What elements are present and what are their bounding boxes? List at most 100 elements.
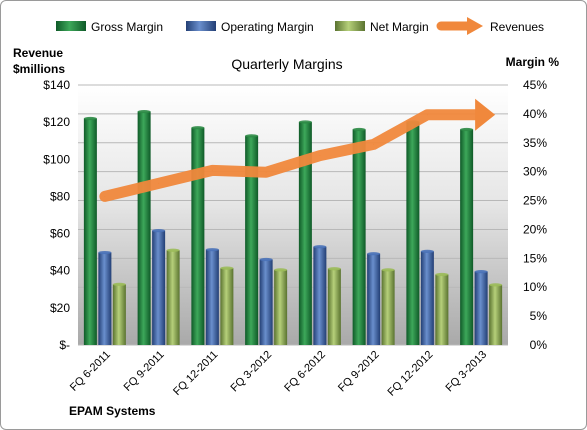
left-tick-label: $120	[43, 115, 70, 129]
right-tick-label: 25%	[523, 194, 547, 208]
left-tick-label: $-	[59, 338, 70, 352]
bar-operating-margin-fq-9-2012	[367, 252, 381, 345]
revenue-point-fq-3-2013	[480, 114, 482, 116]
left-tick-label: $80	[50, 189, 70, 203]
bar-body	[274, 269, 288, 345]
bar-net-margin-fq-12-2011	[220, 266, 234, 345]
bar-cap	[367, 252, 381, 256]
left-axis-ticks: $- $20 $40 $60 $80 $100 $120 $140	[43, 78, 70, 352]
bar-body	[245, 135, 259, 345]
bar-body	[98, 252, 112, 345]
bar-operating-margin-fq-12-2012	[420, 249, 434, 345]
revenue-point-fq-9-2012	[373, 143, 375, 145]
right-tick-label: 45%	[523, 78, 547, 92]
bar-operating-margin-fq-3-2012	[259, 257, 273, 345]
legend-label-net-margin: Net Margin	[370, 20, 429, 34]
bar-gross-margin-fq-9-2011	[137, 109, 151, 345]
bar-cap	[274, 268, 288, 272]
bar-gross-margin-fq-6-2012	[298, 120, 312, 345]
left-tick-label: $100	[43, 152, 70, 166]
revenue-point-fq-6-2012	[319, 155, 321, 157]
bar-cap	[381, 268, 395, 272]
bar-body	[259, 259, 273, 345]
bar-body	[327, 268, 341, 345]
left-tick-label: $60	[50, 227, 70, 241]
bar-body	[191, 127, 205, 345]
revenues-arrowhead	[475, 98, 496, 131]
bar-body	[166, 250, 180, 345]
category-label: FQ 6-2011	[68, 349, 113, 394]
bar-body	[460, 129, 474, 345]
right-tick-label: 5%	[530, 309, 548, 323]
left-tick-label: $20	[50, 301, 70, 315]
bar-body	[152, 230, 166, 345]
bar-cap	[245, 134, 259, 138]
legend-item-net-margin: Net Margin	[335, 20, 429, 34]
revenues-line	[99, 109, 487, 202]
bar-net-margin-fq-3-2013	[489, 283, 503, 345]
bar-gross-margin-fq-3-2012	[245, 134, 259, 345]
bar-gross-margin-fq-12-2012	[406, 120, 420, 345]
bar-operating-margin-fq-6-2012	[313, 245, 327, 345]
company-label: EPAM Systems	[69, 404, 156, 418]
bar-cap	[166, 248, 180, 252]
bar-operating-margin-fq-3-2013	[474, 270, 488, 345]
bar-body	[435, 274, 449, 345]
chart-title: Quarterly Margins	[231, 56, 342, 72]
category-label: FQ 6-2012	[282, 349, 328, 395]
legend-label-gross-margin: Gross Margin	[91, 20, 163, 34]
bar-net-margin-fq-12-2012	[435, 272, 449, 345]
bar-gross-margin-fq-3-2013	[460, 127, 474, 345]
bar-body	[352, 129, 366, 345]
bar-net-margin-fq-9-2011	[166, 248, 180, 345]
left-axis-title-line1: Revenue	[13, 46, 63, 60]
bar-body	[381, 269, 395, 345]
right-axis-ticks: 0% 5% 10% 15% 20% 25% 30% 35% 40% 45%	[523, 78, 547, 352]
legend: Gross Margin Operating Margin Net Margin…	[56, 17, 544, 35]
bar-body	[220, 268, 234, 345]
bar-net-margin-fq-3-2012	[274, 268, 288, 345]
right-tick-label: 0%	[530, 338, 548, 352]
bar-cap	[152, 229, 166, 233]
revenue-point-fq-3-2012	[265, 171, 267, 173]
bar-body	[489, 284, 503, 345]
bar-cap	[489, 283, 503, 287]
bar-gross-margin-fq-12-2011	[191, 126, 205, 345]
category-labels: FQ 6-2011 FQ 9-2011 FQ 12-2011 FQ 3-2012 FQ …	[68, 349, 489, 399]
left-axis-title-line2: $millions	[13, 62, 65, 76]
legend-label-operating-margin: Operating Margin	[221, 20, 314, 34]
bar-cap	[460, 127, 474, 132]
bar-body	[298, 121, 312, 345]
left-tick-label: $140	[43, 78, 70, 92]
bar-cap	[83, 116, 97, 121]
legend-item-revenues: Revenues	[436, 17, 544, 35]
bar-cap	[191, 126, 205, 130]
bar-operating-margin-fq-6-2011	[98, 250, 112, 345]
category-label: FQ 9-2012	[336, 349, 382, 395]
bar-body	[112, 284, 126, 345]
right-axis-title: Margin %	[506, 55, 560, 69]
bar-gross-margin-fq-9-2012	[352, 127, 366, 345]
revenue-point-fq-9-2011	[158, 182, 160, 184]
bar-cap	[313, 245, 327, 249]
bar-body	[83, 118, 97, 345]
bar-cap	[205, 248, 219, 252]
bar-cap	[327, 267, 341, 271]
bar-body	[367, 253, 381, 345]
bar-net-margin-fq-9-2012	[381, 268, 395, 345]
bar-body	[313, 246, 327, 345]
category-label: FQ 9-2011	[122, 349, 167, 394]
bar-cap	[474, 270, 488, 274]
revenue-point-fq-6-2011	[104, 195, 106, 197]
right-tick-label: 40%	[523, 107, 547, 121]
bars	[83, 109, 503, 345]
bar-net-margin-fq-6-2012	[327, 267, 341, 345]
legend-swatch-gross-margin	[56, 21, 86, 31]
revenue-point-fq-12-2012	[426, 114, 428, 116]
right-tick-label: 20%	[523, 222, 547, 236]
legend-swatch-operating-margin	[186, 21, 216, 31]
bar-body	[406, 121, 420, 345]
legend-swatch-net-margin	[335, 21, 365, 31]
